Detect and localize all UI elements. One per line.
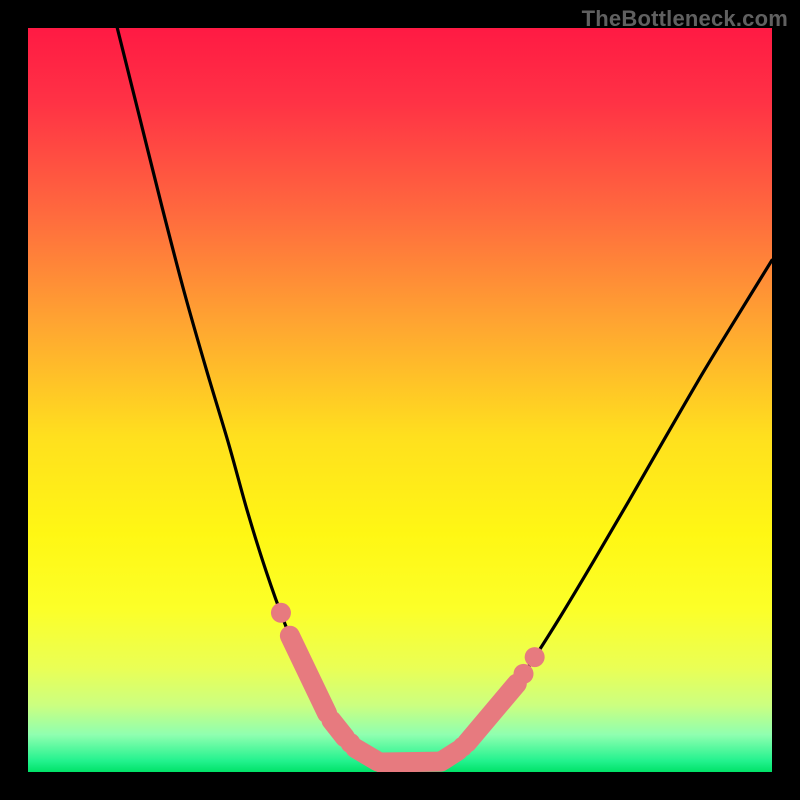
bottleneck-chart <box>0 0 800 800</box>
marker-dot <box>525 647 545 667</box>
plot-background <box>28 28 772 772</box>
marker-dot <box>514 664 534 684</box>
chart-frame: TheBottleneck.com <box>0 0 800 800</box>
watermark-text: TheBottleneck.com <box>582 6 788 32</box>
marker-capsule <box>381 762 441 763</box>
marker-dot <box>271 603 291 623</box>
marker-capsule <box>332 720 345 737</box>
